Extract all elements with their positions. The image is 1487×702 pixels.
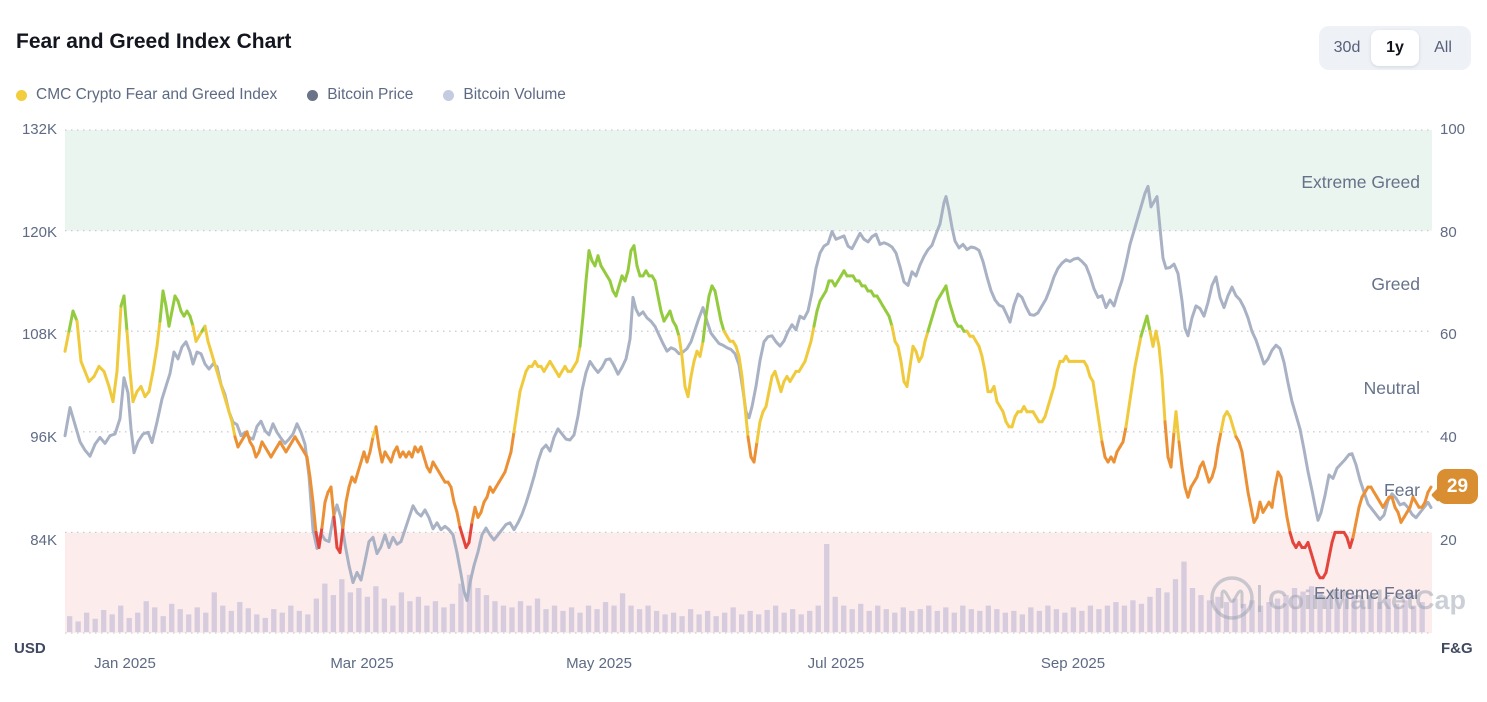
page-title: Fear and Greed Index Chart: [16, 30, 292, 53]
y-axis-right-tick: 80: [1440, 224, 1457, 241]
y-axis-left-unit: USD: [14, 640, 46, 657]
y-axis-left-tick: 84K: [30, 532, 57, 549]
zone-label-greed: Greed: [1371, 274, 1420, 294]
range-button-1y[interactable]: 1y: [1371, 30, 1419, 66]
y-axis-right-tick: 40: [1440, 429, 1457, 446]
legend-label: Bitcoin Price: [327, 86, 414, 103]
legend-item-bitcoin-volume[interactable]: Bitcoin Volume: [443, 86, 566, 104]
yellow-dot-icon: [16, 89, 27, 101]
y-axis-right-tick: 100: [1440, 121, 1466, 138]
coinmarketcap-logo-m: [1220, 589, 1244, 609]
fear-greed-index-line: [63, 244, 1433, 580]
y-axis-left-tick: 96K: [30, 429, 57, 446]
x-axis-tick-jul: Jul 2025: [807, 655, 865, 672]
legend-label: CMC Crypto Fear and Greed Index: [36, 86, 278, 103]
range-button-30d[interactable]: 30d: [1333, 39, 1361, 56]
watermark-text: CoinMarketCap: [1268, 585, 1466, 615]
x-axis-tick-mar: Mar 2025: [330, 655, 394, 672]
legend: CMC Crypto Fear and Greed Index Bitcoin …: [16, 86, 566, 104]
legend-label: Bitcoin Volume: [463, 86, 566, 103]
watermark-divider: [1258, 585, 1261, 612]
y-axis-right-tick: 60: [1440, 326, 1457, 343]
zone-labels: Extreme Greed Greed Neutral Fear Extreme…: [1301, 172, 1420, 603]
y-axis-left-tick: 120K: [21, 224, 57, 241]
coinmarketcap-watermark: CoinMarketCap: [1210, 576, 1466, 620]
y-axis-right-tick: 20: [1440, 532, 1457, 549]
legend-item-fear-greed-index[interactable]: CMC Crypto Fear and Greed Index: [16, 86, 277, 104]
current-fear-greed-badge: 29: [1430, 469, 1478, 504]
x-axis-tick-sep: Sep 2025: [1040, 655, 1106, 672]
gray-dot-icon: [307, 89, 319, 101]
x-axis-tick-jan: Jan 2025: [94, 655, 156, 672]
y-axis-right-unit: F&G: [1441, 640, 1473, 657]
coinmarketcap-logo-icon: [1210, 576, 1254, 620]
y-axis-left-tick: 108K: [21, 326, 57, 343]
zone-label-extreme-fear: Extreme Fear: [1314, 583, 1420, 603]
lavender-dot-icon: [443, 89, 455, 101]
y-axis-left-tick: 132K: [21, 121, 57, 138]
range-selector: 30d 1y All: [1319, 26, 1471, 70]
current-fear-greed-value: 29: [1446, 476, 1469, 497]
zone-label-neutral: Neutral: [1364, 378, 1420, 398]
bitcoin-volume-bars: [67, 544, 1425, 632]
legend-item-bitcoin-price[interactable]: Bitcoin Price: [307, 86, 413, 104]
range-button-all[interactable]: All: [1434, 39, 1452, 56]
zone-bands: [65, 130, 1432, 633]
zone-label-extreme-greed: Extreme Greed: [1301, 172, 1420, 192]
x-axis-tick-may: May 2025: [566, 655, 632, 672]
